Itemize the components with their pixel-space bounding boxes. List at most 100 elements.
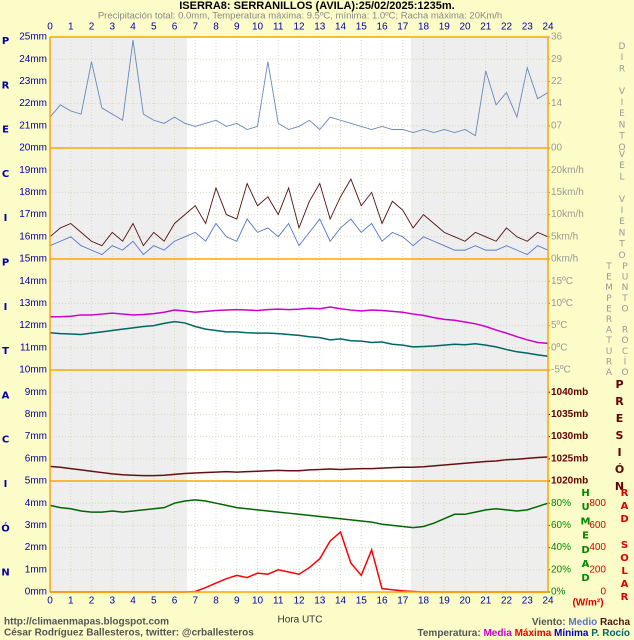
- y2-unit: (W/m²): [572, 598, 603, 609]
- y-tick-label: 5ºC: [551, 320, 567, 331]
- x-tick-label: 3: [109, 22, 115, 33]
- y-tick-label: 00: [551, 143, 563, 154]
- x-tick-label: 9: [234, 22, 240, 33]
- y-tick-label: 9mm: [25, 387, 47, 398]
- x-tick-label: 18: [418, 596, 430, 607]
- x-tick-label: 3: [109, 596, 115, 607]
- legend: Temperatura: Media Máxima Mínima P. Rocí…: [418, 628, 631, 639]
- x-tick-label: 13: [314, 22, 326, 33]
- y2-tick-label: 0: [600, 587, 606, 598]
- legend-entry: Racha: [600, 617, 630, 628]
- y-tick-label: 1020mb: [551, 476, 588, 487]
- y-tick-label: 07: [551, 120, 563, 131]
- y-tick-label: 80%: [551, 498, 571, 509]
- y-tick-label: 10ºC: [551, 298, 573, 309]
- y-tick-label: 22mm: [19, 98, 47, 109]
- series-line: [49, 218, 549, 256]
- x-tick-label: 6: [172, 596, 178, 607]
- x-tick-label: 22: [501, 22, 513, 33]
- y-tick-label: 0ºC: [551, 342, 567, 353]
- y-tick-label: 0km/h: [551, 254, 578, 265]
- y-tick-label: 4mm: [25, 498, 47, 509]
- x-tick-label: 1: [68, 22, 74, 33]
- series-line: [49, 499, 549, 529]
- y-tick-label: 40%: [551, 542, 571, 553]
- y-tick-label: 36: [551, 32, 563, 43]
- x-tick-label: 10: [252, 22, 264, 33]
- y-tick-label: -5ºC: [551, 365, 571, 376]
- y2-tick-label: 200: [589, 564, 606, 575]
- series-line: [49, 320, 549, 357]
- x-tick-label: 7: [192, 22, 198, 33]
- data: [49, 40, 549, 593]
- y-tick-label: 20%: [551, 564, 571, 575]
- x-tick-label: 17: [397, 596, 409, 607]
- x-tick-label: 16: [376, 596, 388, 607]
- x-tick-label: 13: [314, 596, 326, 607]
- series-line: [50, 306, 549, 345]
- y-tick-label: 1040mb: [551, 387, 588, 398]
- x-tick-label: 17: [397, 22, 409, 33]
- x-tick-label: 18: [418, 22, 430, 33]
- y-tick-label: 18mm: [19, 187, 47, 198]
- night-shade: [411, 37, 548, 592]
- x-tick-label: 22: [501, 596, 513, 607]
- x-tick-label: 23: [522, 596, 534, 607]
- x-tick-label: 24: [542, 22, 554, 33]
- x-tick-label: 12: [293, 596, 305, 607]
- x-tick-label: 12: [293, 22, 305, 33]
- axis-label: TEMPERATURA: [604, 262, 614, 379]
- legend-entry: P. Rocío: [591, 628, 630, 639]
- y-tick-label: 20km/h: [551, 165, 584, 176]
- y-tick-label: 5mm: [25, 476, 47, 487]
- axes: 0 1 2 3 4 5 6 7 8 9 10 11 12 13 14 15 16 17 18 19 20 21 22 23 24…: [19, 22, 606, 609]
- series-line: [49, 40, 549, 137]
- y-tick-label: 17mm: [19, 209, 47, 220]
- x-tick-label: 1: [68, 596, 74, 607]
- y-tick-label: 7mm: [25, 431, 47, 442]
- x-tick-label: 4: [130, 596, 136, 607]
- legend-title: Viento:: [532, 617, 566, 628]
- y-tick-label: 5km/h: [551, 231, 578, 242]
- y-tick-label: 1035mb: [551, 409, 588, 420]
- x-tick-label: 2: [89, 596, 95, 607]
- series-line: [49, 456, 549, 477]
- x-tick-label: 8: [213, 22, 219, 33]
- x-tick-label: 7: [192, 596, 198, 607]
- y-tick-label: 1030mb: [551, 431, 588, 442]
- legend-entry: Media: [483, 628, 512, 639]
- y-tick-label: 11mm: [20, 342, 47, 353]
- chart-title: ISERRA8: SERRANILLOS (AVILA):25/02/2025:…: [179, 0, 455, 12]
- y-tick-label: 19mm: [19, 165, 47, 176]
- y-tick-label: 14: [551, 98, 563, 109]
- y-tick-label: 20mm: [19, 143, 47, 154]
- y-tick-label: 6mm: [25, 453, 47, 464]
- y-tick-label: 8mm: [25, 409, 47, 420]
- x-tick-label: 8: [213, 596, 219, 607]
- axis-label: PRESIÓN: [613, 378, 626, 497]
- x-tick-label: 20: [459, 22, 471, 33]
- y-tick-label: 25mm: [19, 32, 47, 43]
- x-tick-label: 24: [542, 596, 554, 607]
- y2-tick-label: 400: [589, 542, 606, 553]
- x-tick-label: 11: [273, 596, 284, 607]
- x-tick-label: 14: [335, 596, 347, 607]
- y-tick-label: 1mm: [25, 564, 47, 575]
- x-tick-label: 15: [356, 22, 368, 33]
- y2-tick-label: 600: [589, 520, 606, 531]
- footer-url: http://climaenmapas.blogspot.com: [4, 617, 169, 628]
- y-tick-label: 15ºC: [551, 276, 573, 287]
- axis-label: PUNTO ROCÍO: [620, 262, 630, 379]
- y-tick-label: 2mm: [25, 542, 47, 553]
- x-tick-label: 0: [47, 22, 53, 33]
- x-tick-label: 21: [480, 22, 492, 33]
- x-tick-label: 9: [234, 596, 240, 607]
- y-tick-label: 23mm: [19, 76, 47, 87]
- y-tick-label: 3mm: [25, 520, 47, 531]
- y-tick-label: 0mm: [25, 587, 47, 598]
- night-shade: [50, 37, 187, 592]
- y-tick-label: 22: [551, 76, 563, 87]
- x-tick-label: 16: [376, 22, 388, 33]
- legend-title: Temperatura:: [418, 628, 481, 639]
- y-tick-label: 24mm: [19, 54, 47, 65]
